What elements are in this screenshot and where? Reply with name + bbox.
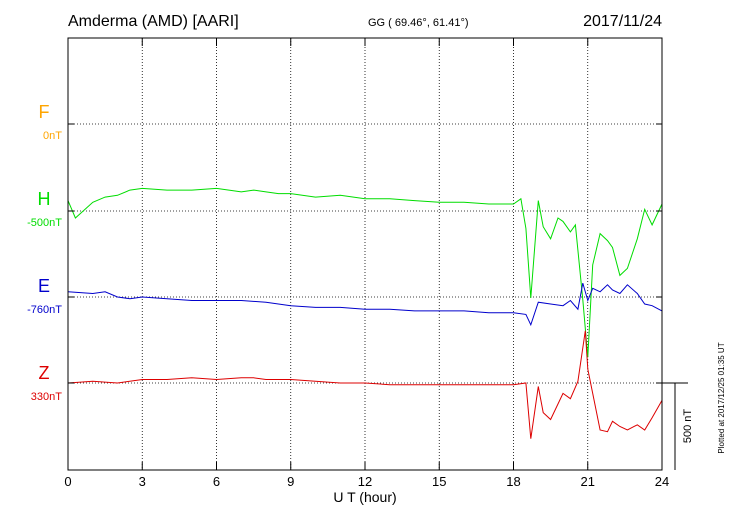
x-tick-label: 9 — [287, 474, 294, 489]
coordinates-label: GG ( 69.46°, 61.41°) — [368, 17, 469, 29]
series-line-z — [67, 330, 663, 439]
date-label: 2017/11/24 — [583, 13, 662, 30]
series-line-e — [67, 282, 663, 327]
x-tick-label: 6 — [213, 474, 220, 489]
series-baseline-h: -500nT — [27, 217, 62, 229]
series-layer — [67, 187, 663, 439]
x-tick-label: 21 — [581, 474, 595, 489]
series-baseline-f: 0nT — [43, 130, 62, 142]
series-name-e: E — [38, 276, 50, 296]
station-title: Amderma (AMD) [AARI] — [68, 13, 239, 30]
grid-lines — [68, 38, 662, 470]
x-tick-label: 18 — [506, 474, 520, 489]
scale-bar: 500 nT — [662, 382, 694, 470]
x-axis-label: U T (hour) — [333, 489, 396, 505]
series-name-h: H — [38, 189, 51, 209]
x-tick-label: 0 — [64, 474, 71, 489]
x-axis-ticks: 0 3 6 9 12 15 18 21 24 — [64, 38, 669, 489]
series-line-h — [67, 187, 663, 358]
series-name-z: Z — [39, 363, 50, 383]
plotted-timestamp: Plotted at 2017/12/25 01:35 UT — [717, 342, 726, 453]
series-baseline-z: 330nT — [31, 391, 62, 403]
x-tick-label: 24 — [655, 474, 669, 489]
x-tick-label: 12 — [358, 474, 372, 489]
series-labels: F 0nT H -500nT E -760nT Z 330nT — [27, 102, 62, 403]
scale-bar-label: 500 nT — [682, 409, 694, 444]
series-baseline-e: -760nT — [27, 304, 62, 316]
series-name-f: F — [39, 102, 50, 122]
x-tick-label: 15 — [432, 474, 446, 489]
x-tick-label: 3 — [139, 474, 146, 489]
